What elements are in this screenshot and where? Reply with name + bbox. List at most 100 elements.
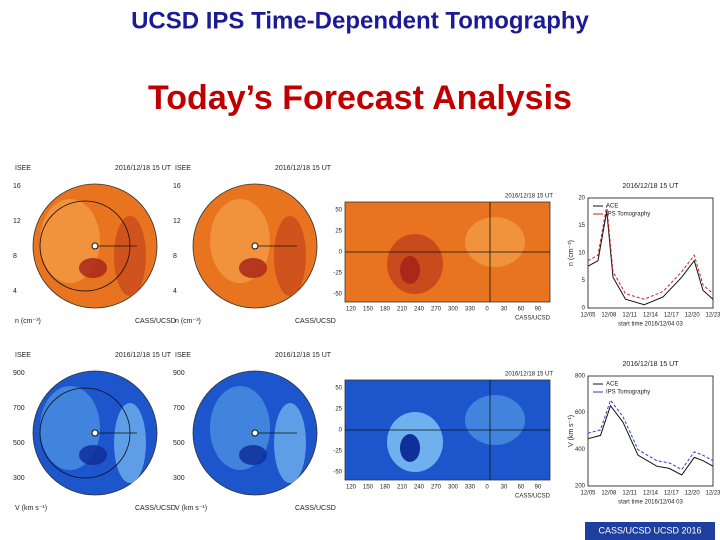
label: 700: [173, 405, 185, 412]
label: 0: [485, 485, 489, 491]
label: 900: [13, 370, 25, 377]
label: 12/08: [601, 313, 617, 319]
ips-line: [587, 205, 714, 300]
plot-frame: [587, 375, 714, 487]
label: 270: [431, 307, 442, 313]
map-blob: [79, 445, 107, 465]
label: CASS/UCSD: [295, 318, 336, 325]
label: 50: [335, 208, 342, 214]
label: 0: [485, 307, 489, 313]
label: 12/20: [685, 491, 701, 497]
ace-line: [587, 211, 714, 306]
label: n (cm⁻³): [175, 318, 201, 325]
sun: [91, 242, 99, 250]
map-blob: [239, 445, 267, 465]
label: 120: [346, 485, 357, 491]
label: 600: [575, 410, 586, 416]
label: ISEE: [175, 165, 191, 172]
cut-blob: [465, 217, 525, 267]
label: 20: [578, 196, 585, 202]
label: ISEE: [15, 165, 31, 172]
map-blob: [114, 403, 146, 483]
footer-bar: [585, 522, 715, 540]
label: 300: [448, 307, 459, 313]
label: 180: [380, 485, 391, 491]
sun: [251, 242, 259, 250]
label: 0: [582, 306, 586, 312]
label: 0: [339, 428, 343, 434]
label: 2016/12/18 15 UT: [622, 183, 679, 190]
label: -25: [333, 271, 342, 277]
label: 240: [414, 485, 425, 491]
label: 210: [397, 485, 408, 491]
map-blob: [239, 258, 267, 278]
label: 12/23: [705, 491, 720, 497]
label: start time 2016/12/04 03: [618, 322, 683, 328]
label: 200: [575, 484, 586, 490]
label: 10: [578, 251, 585, 257]
label: 120: [346, 307, 357, 313]
label: 2016/12/18 15 UT: [622, 361, 679, 368]
label: 4: [13, 288, 17, 295]
label: 12: [173, 218, 181, 225]
label: 210: [397, 307, 408, 313]
label: ACE: [606, 204, 618, 210]
label: 400: [575, 447, 586, 453]
label: 2016/12/18 15 UT: [115, 352, 172, 359]
label: 300: [448, 485, 459, 491]
label: 180: [380, 307, 391, 313]
cut-blob: [400, 256, 420, 284]
label: 25: [335, 229, 342, 235]
label: V (km s⁻¹): [175, 505, 207, 512]
label: CASS/UCSD: [135, 505, 176, 512]
label: 12/17: [664, 491, 680, 497]
label: 12/20: [685, 313, 701, 319]
label: 60: [518, 307, 525, 313]
label: n (cm⁻³): [568, 240, 575, 266]
sun: [91, 429, 99, 437]
map-blob: [114, 216, 146, 296]
label: 270: [431, 485, 442, 491]
label: IPS Tomography: [606, 390, 650, 396]
label: CASS/UCSD: [515, 494, 551, 500]
label: CASS/UCSD: [135, 318, 176, 325]
slide-title: UCSD IPS Time-Dependent Tomography: [131, 7, 589, 34]
label: 700: [13, 405, 25, 412]
label: -25: [333, 449, 342, 455]
label: 8: [13, 253, 17, 260]
label: 12/11: [622, 313, 637, 319]
ips-line: [587, 399, 714, 471]
map-blob: [274, 403, 306, 483]
label: 2016/12/18 15 UT: [505, 194, 553, 200]
label: 0: [339, 250, 343, 256]
label: 12/05: [580, 491, 596, 497]
label: 60: [518, 485, 525, 491]
label: 900: [173, 370, 185, 377]
label: 150: [363, 485, 374, 491]
label: V (km s⁻¹): [15, 505, 47, 512]
label: 8: [173, 253, 177, 260]
label: 12/23: [705, 313, 720, 319]
label: ACE: [606, 382, 618, 388]
label: V (km s⁻¹): [568, 415, 575, 447]
label: 12/17: [664, 313, 680, 319]
cut-blob: [400, 434, 420, 462]
label: -50: [333, 470, 342, 476]
label: 12/11: [622, 491, 637, 497]
label: 16: [173, 183, 181, 190]
label: 240: [414, 307, 425, 313]
label: 12: [13, 218, 21, 225]
label: 2016/12/18 15 UT: [275, 165, 332, 172]
label: 300: [13, 475, 25, 482]
label: 500: [13, 440, 25, 447]
label: 30: [501, 307, 508, 313]
label: 800: [575, 374, 586, 380]
label: 4: [173, 288, 177, 295]
label: 330: [465, 485, 476, 491]
label: 2016/12/18 15 UT: [505, 372, 553, 378]
label: 50: [335, 386, 342, 392]
label: 330: [465, 307, 476, 313]
label: n (cm⁻³): [15, 318, 41, 325]
label: ISEE: [15, 352, 31, 359]
